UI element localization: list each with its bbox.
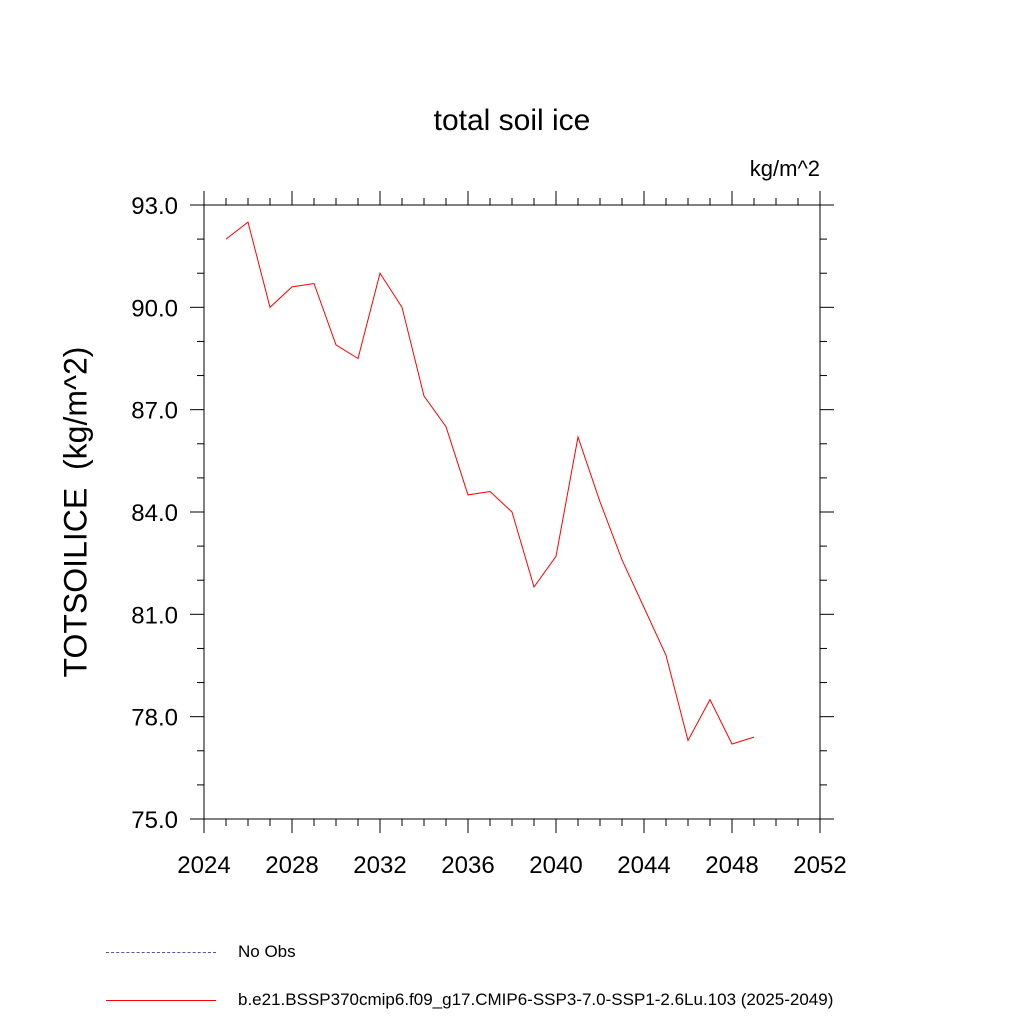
x-tick-label: 2040 xyxy=(529,852,582,879)
legend-item-obs: No Obs xyxy=(106,942,296,962)
x-tick-label: 2028 xyxy=(265,852,318,879)
y-tick-label: 78.0 xyxy=(131,705,178,732)
y-tick-label: 84.0 xyxy=(131,500,178,527)
legend-label-obs: No Obs xyxy=(238,942,296,961)
y-tick-label: 75.0 xyxy=(131,807,178,834)
axis-ticks xyxy=(190,191,834,833)
series-line xyxy=(225,221,755,745)
chart-title: total soil ice xyxy=(433,104,591,137)
legend-swatch-solid xyxy=(106,1000,216,1002)
x-tick-label: 2036 xyxy=(441,852,494,879)
series-points xyxy=(225,221,755,745)
y-tick-label: 87.0 xyxy=(131,398,178,425)
axis-tick-labels: 2024 2028 2032 2036 2040 2044 2048 2052 75.0 78.0… xyxy=(131,193,846,879)
x-tick-label: 2024 xyxy=(177,852,230,879)
x-tick-label: 2052 xyxy=(793,852,846,879)
y-tick-label: 81.0 xyxy=(131,602,178,629)
x-tick-label: 2032 xyxy=(353,852,406,879)
y-tick-label: 90.0 xyxy=(131,295,178,322)
legend-item-model: b.e21.BSSP370cmip6.f09_g17.CMIP6-SSP3-7.… xyxy=(106,990,833,1010)
legend-label-model: b.e21.BSSP370cmip6.f09_g17.CMIP6-SSP3-7.… xyxy=(238,990,834,1009)
y-tick-label: 93.0 xyxy=(131,193,178,220)
units-label: kg/m^2 xyxy=(749,156,820,181)
x-tick-label: 2044 xyxy=(617,852,670,879)
legend-swatch-dashed xyxy=(106,952,216,954)
x-tick-label: 2048 xyxy=(705,852,758,879)
